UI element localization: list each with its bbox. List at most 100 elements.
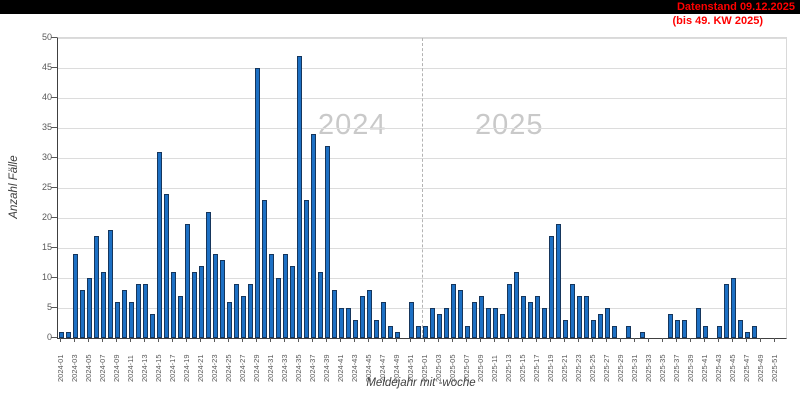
bar (493, 308, 498, 338)
y-axis-tick (51, 67, 57, 68)
x-tick-label: 2024-03 (70, 354, 79, 382)
y-axis-tick (51, 247, 57, 248)
bar (164, 194, 169, 338)
y-axis-title: Anzahl Fälle (8, 155, 20, 219)
bar (374, 320, 379, 338)
y-tick-label: 30 (41, 152, 52, 162)
x-tick-label: 2025-29 (616, 354, 625, 382)
bar (395, 332, 400, 338)
x-axis-tick (284, 338, 285, 342)
bar (703, 326, 708, 338)
x-axis-tick (662, 338, 663, 342)
x-axis-tick (186, 338, 187, 342)
y-tick-label: 40 (41, 92, 52, 102)
datenstand-label: Datenstand 09.12.2025 (676, 1, 795, 13)
x-tick-label: 2024-19 (182, 354, 191, 382)
y-axis-tick (51, 97, 57, 98)
x-tick-label: 2025-05 (448, 354, 457, 382)
x-axis-tick (326, 338, 327, 342)
x-axis-tick (732, 338, 733, 342)
bar (192, 272, 197, 338)
x-axis-tick (536, 338, 537, 342)
bar (472, 302, 477, 338)
x-axis-tick (522, 338, 523, 342)
watermark-2024: 2024 (318, 109, 387, 141)
bar (220, 260, 225, 338)
bar (269, 254, 274, 338)
bar (591, 320, 596, 338)
x-tick-label: 2024-41 (336, 354, 345, 382)
x-axis-tick (116, 338, 117, 342)
x-axis-tick (130, 338, 131, 342)
y-tick-label: 20 (41, 212, 52, 222)
watermark-2025: 2025 (475, 109, 544, 141)
x-axis-tick (648, 338, 649, 342)
bar (724, 284, 729, 338)
x-tick-label: 2025-03 (434, 354, 443, 382)
bar (542, 308, 547, 338)
y-tick-label: 10 (41, 272, 52, 282)
y-tick-label: 45 (41, 62, 52, 72)
bar (717, 326, 722, 338)
x-tick-label: 2024-37 (308, 354, 317, 382)
y-axis-tick (51, 217, 57, 218)
x-axis-tick (172, 338, 173, 342)
x-tick-label: 2025-01 (420, 354, 429, 382)
bar (332, 290, 337, 338)
x-tick-label: 2024-31 (266, 354, 275, 382)
bar (731, 278, 736, 338)
x-tick-label: 2025-15 (518, 354, 527, 382)
bar (388, 326, 393, 338)
x-axis-tick (74, 338, 75, 342)
bar (178, 296, 183, 338)
x-tick-label: 2024-01 (56, 354, 65, 382)
bar (514, 272, 519, 338)
x-tick-label: 2025-51 (770, 354, 779, 382)
x-tick-label: 2024-07 (98, 354, 107, 382)
bar (360, 296, 365, 338)
y-axis-tick (51, 307, 57, 308)
x-tick-label: 2024-33 (280, 354, 289, 382)
x-tick-label: 2025-21 (560, 354, 569, 382)
bar (626, 326, 631, 338)
bar (185, 224, 190, 338)
x-tick-label: 2025-33 (644, 354, 653, 382)
y-tick-label: 0 (46, 332, 52, 342)
bar (535, 296, 540, 338)
bar (549, 236, 554, 338)
y-axis-tick (51, 337, 57, 338)
x-tick-label: 2025-09 (476, 354, 485, 382)
bar (206, 212, 211, 338)
y-tick-label: 50 (41, 32, 52, 42)
bar (108, 230, 113, 338)
bar (241, 296, 246, 338)
x-tick-label: 2024-25 (224, 354, 233, 382)
bar (682, 320, 687, 338)
bar (451, 284, 456, 338)
x-tick-label: 2024-47 (378, 354, 387, 382)
bar (94, 236, 99, 338)
x-axis-tick (564, 338, 565, 342)
x-axis-tick (158, 338, 159, 342)
plot-area: 2024 2025 (57, 37, 787, 339)
bar (339, 308, 344, 338)
bar (227, 302, 232, 338)
x-axis-tick (88, 338, 89, 342)
x-axis-tick (438, 338, 439, 342)
x-tick-label: 2024-15 (154, 354, 163, 382)
x-axis-tick (676, 338, 677, 342)
x-tick-label: 2025-23 (574, 354, 583, 382)
bar (367, 290, 372, 338)
x-tick-label: 2024-27 (238, 354, 247, 382)
x-tick-label: 2025-43 (714, 354, 723, 382)
x-tick-label: 2025-17 (532, 354, 541, 382)
bar (290, 266, 295, 338)
bar (129, 302, 134, 338)
x-tick-label: 2025-13 (504, 354, 513, 382)
x-tick-label: 2024-43 (350, 354, 359, 382)
bar (353, 320, 358, 338)
x-axis-tick (466, 338, 467, 342)
x-axis-tick (774, 338, 775, 342)
x-axis-tick (746, 338, 747, 342)
bar (115, 302, 120, 338)
